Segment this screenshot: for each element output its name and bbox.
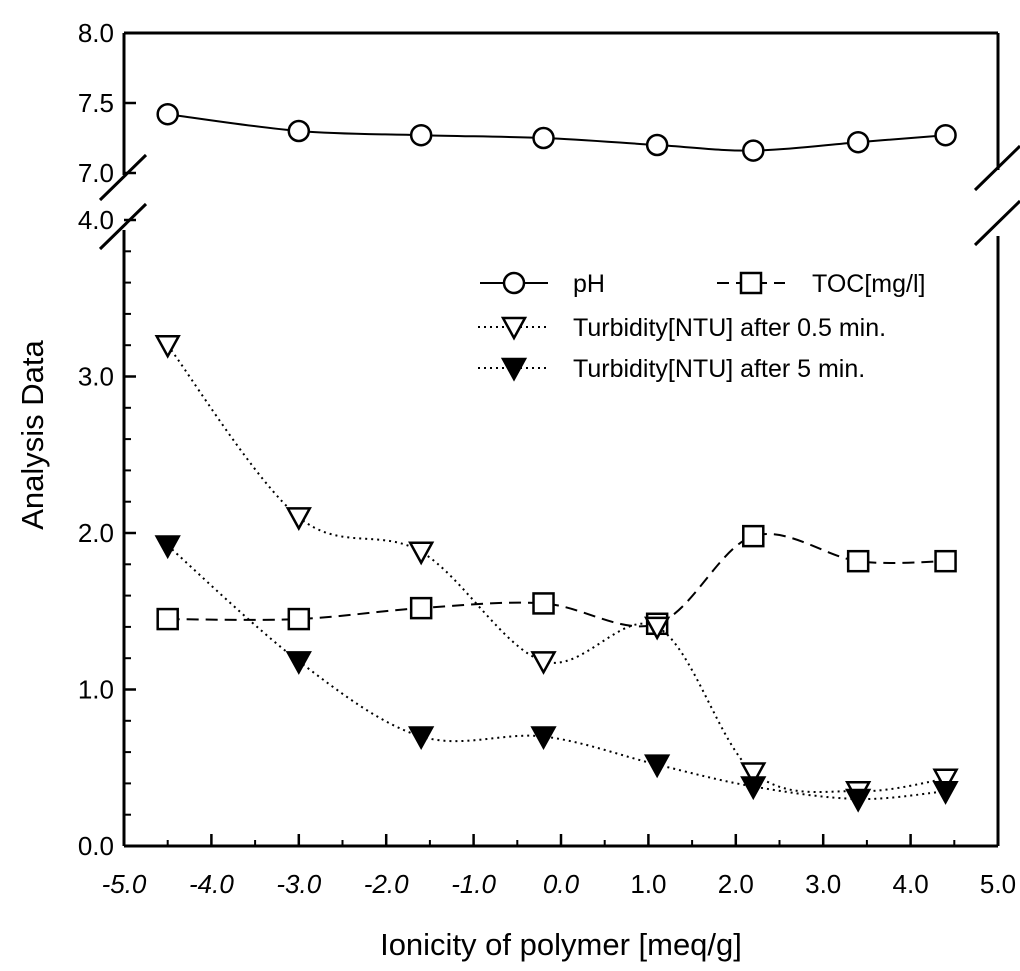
data-point-ph bbox=[287, 119, 311, 143]
series-line-turbidity-ntu-after-0-5-min bbox=[166, 344, 946, 794]
legend-ph-label: pH bbox=[573, 270, 605, 298]
data-point-toc-mg-l bbox=[532, 592, 555, 615]
data-point-ph bbox=[846, 130, 870, 154]
legend: pH TOC[mg/l] Turbidity[NTU] after 0.5 mi… bbox=[478, 270, 925, 383]
data-point-turbidity-ntu-after-0-5-min bbox=[644, 616, 671, 641]
y-upper-tick-label: 7.5 bbox=[78, 88, 114, 118]
x-tick-label: -5.0 bbox=[102, 869, 147, 899]
x-tick-label: 2.0 bbox=[718, 869, 754, 899]
series-toc-mg-l bbox=[156, 524, 957, 636]
legend-turbidity-05-label: Turbidity[NTU] after 0.5 min. bbox=[573, 314, 886, 342]
series-line-ph bbox=[167, 113, 946, 152]
legend-turbidity-5-marker bbox=[500, 357, 528, 382]
data-point-ph bbox=[409, 123, 433, 147]
axis-ticks: -5.0 -4.0 -3.0 -2.0 -1.0 0.0 1.0 2.0 3.0 4.0 5.0 0.… bbox=[78, 18, 1016, 899]
data-point-turbidity-ntu-after-5-min bbox=[740, 776, 767, 801]
legend-turbidity-5-label: Turbidity[NTU] after 5 min. bbox=[573, 355, 865, 383]
data-point-toc-mg-l bbox=[934, 549, 957, 573]
series-turbidity-ntu-after-0-5-min bbox=[154, 334, 959, 805]
legend-toc-label: TOC[mg/l] bbox=[812, 270, 925, 298]
data-point-toc-mg-l bbox=[287, 607, 311, 631]
x-tick-label: -4.0 bbox=[189, 869, 234, 899]
x-tick-label: 1.0 bbox=[630, 869, 666, 899]
x-tick-label: -3.0 bbox=[276, 869, 321, 899]
x-tick-label: -1.0 bbox=[451, 869, 496, 899]
legend-ph-marker bbox=[502, 271, 526, 295]
data-point-turbidity-ntu-after-0-5-min bbox=[285, 507, 312, 531]
data-point-turbidity-ntu-after-0-5-min bbox=[154, 334, 181, 359]
x-axis-title: Ionicity of polymer [meq/g] bbox=[380, 927, 742, 962]
y-tick-label: 0.0 bbox=[78, 831, 114, 861]
data-point-turbidity-ntu-after-5-min bbox=[644, 754, 671, 779]
data-point-turbidity-ntu-after-0-5-min bbox=[408, 541, 435, 566]
y-upper-tick-label: 7.0 bbox=[78, 158, 114, 188]
data-point-toc-mg-l bbox=[846, 549, 870, 573]
data-point-turbidity-ntu-after-0-5-min bbox=[932, 768, 959, 793]
data-point-ph bbox=[742, 139, 765, 162]
data-point-ph bbox=[156, 102, 179, 126]
x-tick-label: -2.0 bbox=[364, 869, 409, 899]
y-tick-label: 1.0 bbox=[78, 675, 114, 705]
data-point-toc-mg-l bbox=[742, 524, 765, 548]
y-tick-label: 3.0 bbox=[78, 362, 114, 392]
series-line-turbidity-ntu-after-5-min bbox=[167, 544, 946, 801]
y-tick-label: 4.0 bbox=[78, 205, 114, 235]
data-point-toc-mg-l bbox=[409, 596, 433, 620]
series-turbidity-ntu-after-5-min bbox=[154, 535, 959, 813]
legend-item-turbidity-5: Turbidity[NTU] after 5 min. bbox=[478, 355, 865, 383]
x-tick-label: 4.0 bbox=[893, 869, 929, 899]
data-point-toc-mg-l bbox=[156, 607, 179, 631]
legend-item-turbidity-05: Turbidity[NTU] after 0.5 min. bbox=[478, 314, 886, 342]
data-point-turbidity-ntu-after-5-min bbox=[154, 535, 181, 560]
series-layer bbox=[154, 102, 959, 813]
legend-item-ph: pH bbox=[480, 270, 605, 298]
data-point-turbidity-ntu-after-0-5-min bbox=[740, 762, 767, 787]
x-tick-label: 0.0 bbox=[543, 869, 580, 899]
data-point-turbidity-ntu-after-0-5-min bbox=[530, 651, 557, 675]
data-point-turbidity-ntu-after-5-min bbox=[408, 726, 435, 751]
data-point-turbidity-ntu-after-5-min bbox=[285, 651, 312, 675]
axis-break-right-b bbox=[973, 199, 1020, 247]
axis-break-left-b bbox=[98, 202, 148, 251]
legend-item-toc: TOC[mg/l] bbox=[717, 270, 925, 298]
data-point-ph bbox=[532, 126, 555, 150]
data-point-ph bbox=[645, 133, 669, 157]
x-tick-label: 5.0 bbox=[980, 869, 1016, 899]
legend-toc-marker bbox=[739, 271, 763, 295]
plot-frame bbox=[98, 31, 1020, 848]
y-tick-label: 2.0 bbox=[78, 518, 114, 548]
axis-break-left-a bbox=[98, 153, 148, 202]
axis-break-right-a bbox=[973, 144, 1020, 192]
data-point-ph bbox=[934, 123, 957, 147]
data-point-turbidity-ntu-after-5-min bbox=[932, 780, 959, 805]
series-ph bbox=[156, 102, 957, 162]
y-axis-title: Analysis Data bbox=[15, 339, 50, 529]
y-upper-tick-label: 8.0 bbox=[78, 18, 114, 48]
legend-turbidity-05-marker bbox=[500, 316, 528, 341]
data-point-turbidity-ntu-after-5-min bbox=[530, 726, 557, 751]
data-point-turbidity-ntu-after-5-min bbox=[845, 788, 872, 813]
series-line-toc-mg-l bbox=[167, 533, 946, 628]
x-tick-label: 3.0 bbox=[805, 869, 841, 899]
